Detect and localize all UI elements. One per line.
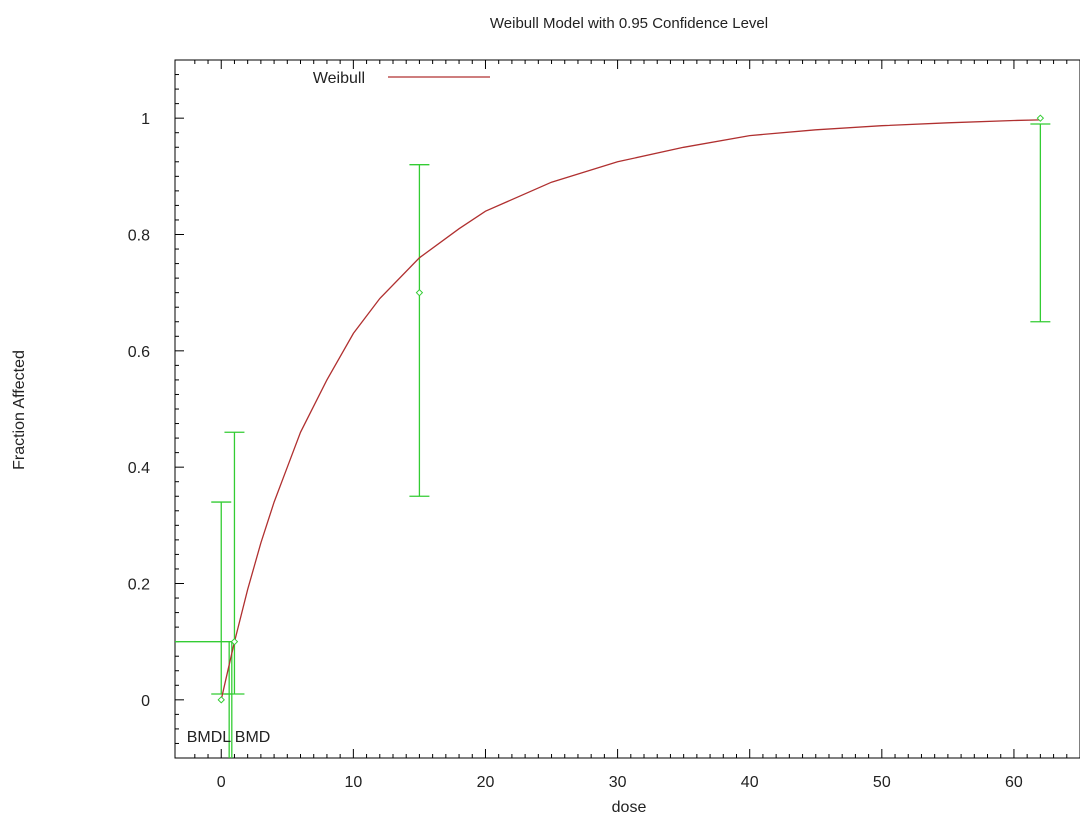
y-tick-label: 0.4 — [128, 460, 150, 477]
x-tick-label: 10 — [344, 774, 362, 791]
legend: Weibull — [313, 70, 490, 87]
y-tick-label: 0.6 — [128, 344, 150, 361]
bmd-label: BMD — [235, 729, 271, 746]
confidence-intervals — [211, 123, 1051, 695]
x-tick-label: 0 — [217, 774, 226, 791]
model-curve-layer — [220, 119, 1041, 700]
bmd-reference-lines — [175, 641, 235, 758]
plot-frame — [174, 59, 1080, 759]
legend-label: Weibull — [313, 70, 365, 87]
axis-ticks: 0 10 20 30 40 50 60 0 0.2 0.4 0.6 0.8 1 — [128, 59, 1068, 791]
x-tick-label: 60 — [1005, 774, 1023, 791]
y-tick-label: 0.2 — [128, 577, 150, 594]
x-tick-label: 50 — [873, 774, 891, 791]
data-point — [217, 696, 225, 704]
bmd-labels-layer: BMDL BMD — [187, 729, 271, 746]
x-tick-label: 40 — [741, 774, 759, 791]
data-point — [1036, 114, 1045, 122]
x-axis-label: dose — [612, 799, 647, 816]
x-tick-label: 20 — [477, 774, 495, 791]
data-point — [230, 637, 239, 646]
y-axis-label: Fraction Affected — [11, 350, 28, 470]
bmdl-label: BMDL — [187, 729, 232, 746]
y-tick-label: 0 — [141, 693, 150, 710]
observed-points-layer — [217, 114, 1045, 704]
y-tick-label: 0.8 — [128, 228, 150, 245]
x-tick-label: 30 — [609, 774, 627, 791]
chart-title: Weibull Model with 0.95 Confidence Level — [490, 15, 768, 32]
data-point — [415, 288, 424, 297]
weibull-curve — [220, 119, 1041, 700]
y-tick-label: 1 — [141, 111, 150, 128]
